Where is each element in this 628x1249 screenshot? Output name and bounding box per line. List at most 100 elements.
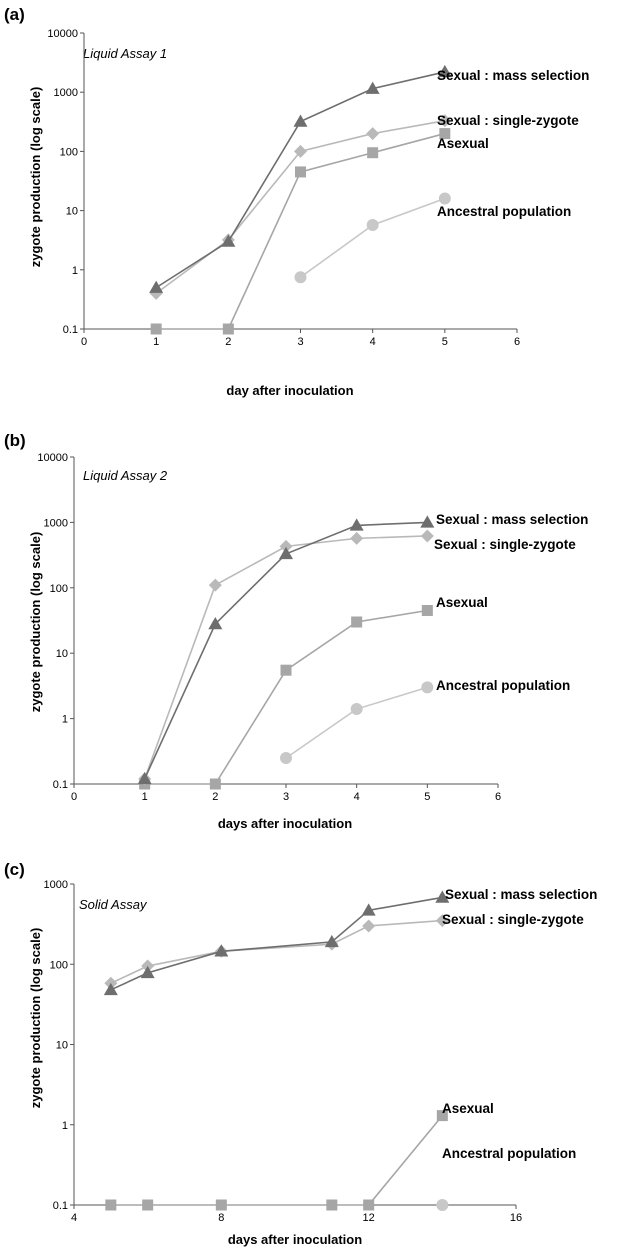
x-tick-label: 6: [495, 791, 501, 803]
triangle-marker: [208, 616, 223, 630]
triangle-marker: [361, 903, 376, 916]
x-axis-title: days after inoculation: [228, 1232, 362, 1247]
x-axis-title: day after inoculation: [226, 383, 353, 398]
triangle-marker: [349, 518, 364, 531]
series-label-mass-selection: Sexual : mass selection: [445, 887, 597, 902]
triangle-marker: [420, 515, 435, 528]
diamond-marker: [362, 919, 376, 933]
series-label-single-zygote: Sexual : single-zygote: [442, 912, 584, 927]
x-tick-label: 4: [370, 336, 376, 348]
x-tick-label: 3: [297, 336, 303, 348]
x-axis-title: days after inoculation: [218, 816, 352, 831]
panel-subtitle: Solid Assay: [79, 897, 148, 912]
series-line: [156, 132, 446, 330]
circle-marker: [294, 271, 307, 284]
ticks: 4 8 12 16 0.1 1 10 100 1000: [44, 879, 523, 1224]
series-label-asexual: Asexual: [442, 1101, 494, 1116]
series-line: [143, 535, 428, 780]
y-tick-label: 0.1: [53, 779, 68, 791]
y-tick-label: 0.1: [53, 1200, 68, 1212]
series-group: [149, 64, 452, 335]
diamond-marker: [438, 114, 452, 128]
series-label-asexual: Asexual: [437, 136, 489, 151]
triangle-marker: [103, 982, 118, 996]
series-label-mass-selection: Sexual : mass selection: [437, 68, 589, 83]
circle-marker: [366, 219, 379, 232]
triangle-marker: [140, 965, 155, 979]
circle-marker: [350, 703, 363, 716]
y-tick-label: 1000: [54, 87, 78, 99]
square-marker: [295, 166, 306, 178]
x-tick-label: 16: [510, 1212, 522, 1224]
square-marker: [363, 1199, 375, 1211]
square-marker: [222, 323, 234, 335]
x-tick-label: 5: [442, 336, 448, 348]
x-tick-label: 8: [218, 1212, 224, 1224]
diamond-marker: [294, 144, 307, 158]
series-label-asexual: Asexual: [436, 595, 488, 610]
panel-b: (b) Liquid Assay 2 zygote production (lo…: [4, 431, 588, 831]
square-marker: [142, 1199, 154, 1211]
x-tick-label: 0: [81, 336, 87, 348]
panel-label: (b): [4, 431, 26, 450]
y-axis-title: zygote production (log scale): [28, 87, 43, 268]
series-group: [103, 890, 450, 1211]
square-marker: [439, 128, 451, 140]
circle-marker: [438, 192, 451, 205]
y-tick-label: 100: [50, 583, 68, 595]
y-tick-label: 0.1: [63, 324, 78, 336]
triangle-marker: [435, 890, 450, 903]
y-tick-label: 1000: [44, 517, 68, 529]
x-tick-label: 4: [71, 1212, 77, 1224]
y-axis-title: zygote production (log scale): [28, 532, 43, 713]
x-tick-label: 6: [514, 336, 520, 348]
series-line: [143, 521, 428, 780]
triangle-marker: [279, 546, 293, 560]
triangle-marker: [293, 114, 308, 127]
y-axis-title: zygote production (log scale): [28, 928, 43, 1109]
series-line: [110, 1115, 443, 1206]
series-label-ancestral: Ancestral population: [437, 204, 571, 219]
y-tick-label: 10: [56, 648, 68, 660]
triangle-marker: [137, 771, 152, 785]
series-label-mass-selection: Sexual : mass selection: [436, 512, 588, 527]
y-tick-label: 1: [72, 265, 78, 277]
panel-subtitle: Liquid Assay 1: [83, 46, 167, 61]
x-tick-label: 4: [354, 791, 360, 803]
ticks: 0 1 2 3 4 5 6 0.1 1 10 100 1000 10000: [47, 28, 520, 348]
diamond-marker: [366, 127, 380, 141]
triangle-marker: [221, 234, 236, 247]
square-marker: [280, 664, 292, 676]
circle-marker: [436, 1199, 449, 1211]
x-tick-label: 1: [153, 336, 159, 348]
x-tick-label: 5: [424, 791, 430, 803]
x-tick-label: 3: [283, 791, 289, 803]
diamond-marker: [435, 914, 449, 928]
panel-c: (c) Solid Assay zygote production (log s…: [4, 860, 597, 1247]
square-marker: [326, 1199, 338, 1211]
y-tick-label: 1000: [44, 879, 68, 891]
triangle-marker: [214, 944, 229, 957]
triangle-marker: [324, 934, 339, 948]
circle-marker: [421, 681, 434, 694]
square-marker: [351, 616, 363, 628]
series-group: [137, 515, 435, 790]
series-line: [110, 919, 443, 984]
series-label-ancestral: Ancestral population: [442, 1146, 576, 1161]
square-marker: [215, 1199, 227, 1211]
y-tick-label: 1: [62, 1120, 68, 1132]
x-tick-label: 12: [363, 1212, 375, 1224]
series-label-single-zygote: Sexual : single-zygote: [437, 113, 579, 128]
y-tick-label: 10000: [37, 452, 68, 464]
triangle-marker: [149, 280, 164, 293]
y-tick-label: 10: [66, 206, 78, 218]
series-label-ancestral: Ancestral population: [436, 678, 570, 693]
panel-a: (a) Liquid Assay 1 zygote production (lo…: [4, 5, 589, 398]
diamond-marker: [279, 539, 293, 553]
panel-label: (c): [4, 860, 25, 879]
y-tick-label: 10: [56, 1040, 68, 1052]
diamond-marker: [208, 578, 222, 592]
y-tick-label: 100: [50, 959, 68, 971]
series-line: [300, 197, 446, 278]
